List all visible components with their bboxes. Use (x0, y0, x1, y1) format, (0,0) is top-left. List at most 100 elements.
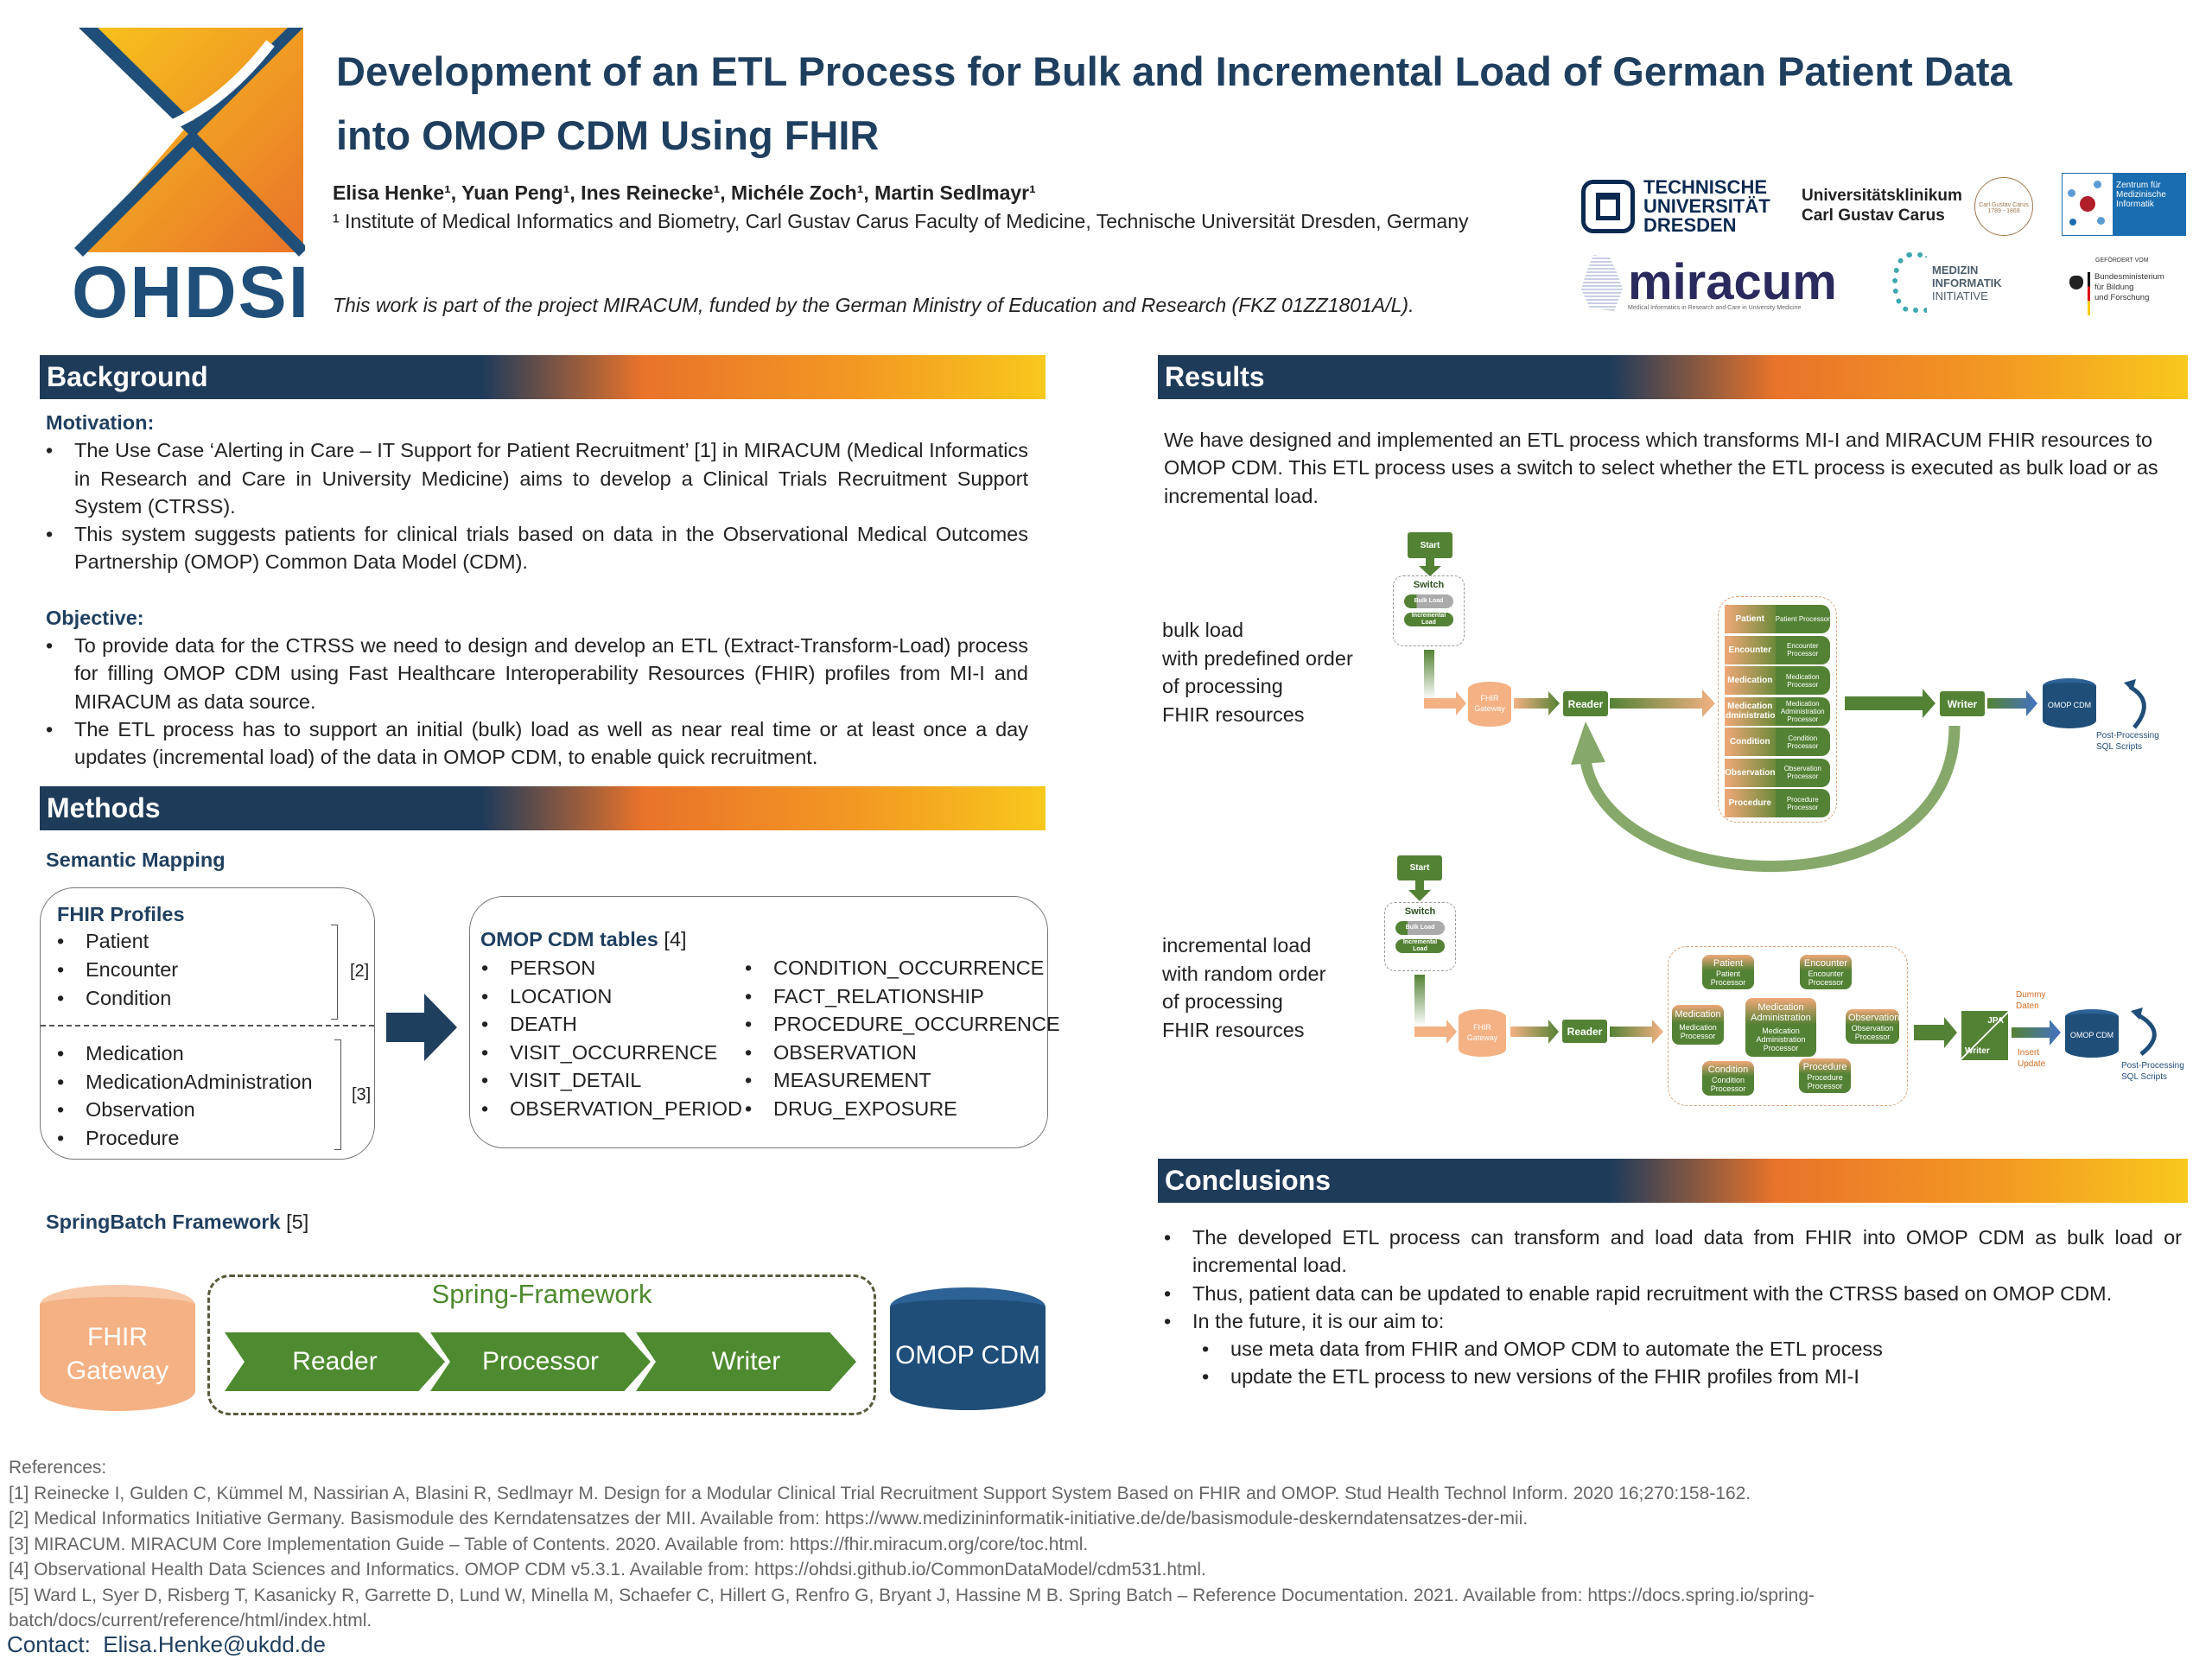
omop-cdm-cylinder: OMOP CDM (2043, 678, 2096, 728)
writer-box: Writer (1940, 691, 1985, 716)
tud-line: UNIVERSITÄT (1643, 195, 1770, 217)
arrow-processors-writer (1914, 1017, 1957, 1048)
resource-label: Encounter (1803, 957, 1848, 969)
processor-label: Observation Processor (1851, 1023, 1894, 1041)
processor-row: Medication Administration Medication Admi… (1719, 696, 1830, 726)
springbatch-title: SpringBatch Framework (46, 1211, 281, 1233)
loop-back-arrow (1580, 725, 1961, 873)
results-intro: We have designed and implemented an ETL … (1164, 429, 2158, 507)
processor-label: Medication Administration Processor (1756, 1027, 1806, 1052)
incremental-arrows (1408, 880, 2157, 1056)
background-heading: Background (40, 355, 1046, 399)
tud-line: DRESDEN (1643, 214, 1737, 236)
tud-logo: TECHNISCHE UNIVERSITÄT DRESDEN (1581, 178, 1770, 235)
arrow-gateway-reader (1510, 1020, 1559, 1044)
miracum-wordmark: miracum (1628, 254, 1837, 310)
divider (41, 1025, 374, 1027)
objective-label: Objective: (46, 606, 144, 629)
conclusion-sub-item: update the ETL process to new versions o… (1202, 1363, 2182, 1391)
reader-box: Reader (1563, 691, 1608, 716)
conclusion-sub-item: use meta data from FHIR and OMOP CDM to … (1202, 1335, 2182, 1363)
caption-line: incremental load (1162, 934, 1312, 957)
processor-label: Patient Processor (1710, 969, 1746, 987)
processor-row: Medication Medication Processor (1725, 666, 1830, 695)
caption-line: bulk load (1162, 619, 1244, 641)
resource-label: Medication Administration (1751, 1002, 1811, 1023)
processor-row: Condition Condition Processor (1725, 728, 1830, 756)
processor-label: Medication Processor (1679, 1023, 1717, 1040)
omop-table-item: LOCATION (481, 985, 612, 1008)
post-processing-arrow (2128, 684, 2146, 729)
incremental-processor-group (1668, 946, 1908, 1106)
bracket (331, 925, 338, 1020)
omop-cdm-cylinder: OMOP CDM (890, 1287, 1046, 1410)
resource-label: Medication (1725, 666, 1776, 695)
omop-table-item: CONDITION_OCCURRENCE (745, 957, 1044, 980)
omop-table-item: PROCEDURE_OCCURRENCE (745, 1013, 1060, 1036)
fhir-profiles-title: FHIR Profiles (57, 903, 185, 925)
arrow-reader-processors (1610, 1020, 1663, 1044)
mii-line: INFORMATIK (1932, 276, 2002, 289)
ohdsi-wordmark: OHDSI (72, 251, 311, 333)
resource-label: Patient (1725, 605, 1776, 633)
resource-label: Condition (1725, 728, 1776, 756)
bmbf-top: GEFÖRDERT VOM (2095, 257, 2149, 264)
fhir-profile-item: Encounter (57, 958, 178, 982)
incremental-load-toggle[interactable]: Incremental Load (1404, 613, 1453, 626)
title-line-1: Development of an ETL Process for Bulk a… (336, 48, 2012, 94)
eagle-icon (2069, 276, 2083, 289)
semantic-mapping-label: Semantic Mapping (46, 849, 226, 871)
processor-label: Procedure Processor (1807, 1072, 1843, 1090)
mii-dots-icon (1892, 252, 1927, 313)
conclusions-section: The developed ETL process can transform … (1164, 1224, 2182, 1391)
zmi-line: Zentrum für (2116, 181, 2161, 190)
arrow-processors-writer (1845, 689, 1936, 718)
arrow-writer-omop (1987, 690, 2037, 716)
reference-item: [3] MIRACUM. MIRACUM Core Implementation… (9, 1534, 1089, 1554)
arrow-switch-down (1424, 650, 1434, 700)
bulk-load-toggle[interactable]: Bulk Load (1395, 921, 1445, 935)
bulk-load-toggle[interactable]: Bulk Load (1404, 594, 1453, 608)
incremental-load-toggle[interactable]: Incremental Load (1395, 939, 1445, 953)
bulk-arrows (1419, 558, 2146, 873)
processor-box: Medication Medication Processor (1672, 1005, 1724, 1045)
fhir-ref-2: [3] (352, 1085, 372, 1104)
mii-line: MEDIZIN (1932, 263, 1979, 276)
caption-line: FHIR resources (1162, 1018, 1305, 1041)
caption-line: FHIR resources (1162, 702, 1305, 726)
caption-line: with random order (1162, 962, 1326, 985)
loop-arrowhead (1571, 721, 1605, 765)
arrow-to-gateway (1414, 1020, 1457, 1044)
affiliation: ¹ Institute of Medical Informatics and B… (333, 210, 1469, 232)
references-label: References: (9, 1458, 107, 1478)
omop-table-item: OBSERVATION (745, 1041, 917, 1065)
switch-box: Switch Bulk Load Incremental Load (1384, 902, 1456, 971)
omop-table-item: MEASUREMENT (745, 1069, 931, 1092)
spring-framework-frame (207, 1274, 876, 1415)
fhir-gateway-cylinder: FHIR Gateway (40, 1285, 195, 1411)
omop-table-item: VISIT_OCCURRENCE (481, 1041, 717, 1065)
bmbf-logo: GEFÖRDERT VOM Bundesministerium für Bildu… (2069, 257, 2164, 315)
references: References: [1] Reinecke I, Gulden C, Kü… (9, 1455, 1953, 1634)
resource-label: Observation (1725, 758, 1776, 787)
omop-table-item: FACT_RELATIONSHIP (745, 985, 984, 1008)
processor-box: Patient Patient Processor (1702, 955, 1754, 989)
reference-item: [4] Observational Health Data Sciences a… (9, 1560, 1206, 1580)
objective-item: To provide data for the CTRSS we need to… (46, 632, 1028, 715)
post-processing-label: Post-Processing SQL Scripts (2121, 1061, 2184, 1082)
reference-item: [1] Reinecke I, Gulden C, Kümmel M, Nass… (9, 1483, 1751, 1503)
processor-row: Procedure Procedure Processor (1725, 789, 1830, 817)
processor-row: Observation Observation Processor (1725, 758, 1830, 787)
omop-table-item: OBSERVATION_PERIOD (481, 1097, 742, 1121)
post-processing-arrow (2137, 1013, 2157, 1056)
resource-label: Medication (1675, 1009, 1721, 1020)
resource-label: Observation (1848, 1012, 1900, 1023)
arrow-start-switch (1408, 880, 1431, 901)
processor-row: Encounter Encounter Processor (1725, 635, 1830, 664)
background-section: Motivation: The Use Case ‘Alerting in Ca… (46, 409, 1028, 772)
contact-email-link[interactable]: Elisa.Henke@ukdd.de (103, 1631, 326, 1657)
contact: Contact: Elisa.Henke@ukdd.de (7, 1631, 326, 1658)
processor-box: Observation Observation Processor (1846, 1009, 1899, 1044)
switch-label: Switch (1404, 906, 1436, 917)
processor-row: Patient Patient Processor (1725, 605, 1830, 633)
